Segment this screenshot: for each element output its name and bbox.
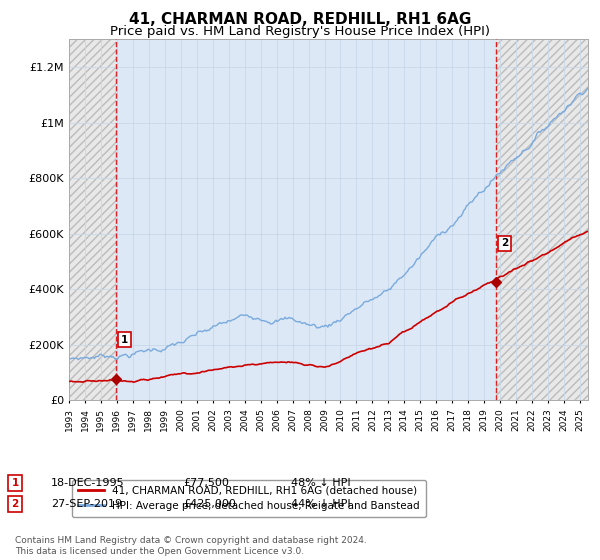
Text: 1: 1 [121, 335, 128, 345]
Legend: 41, CHARMAN ROAD, REDHILL, RH1 6AG (detached house), HPI: Average price, detache: 41, CHARMAN ROAD, REDHILL, RH1 6AG (deta… [71, 480, 426, 517]
Text: 48% ↓ HPI: 48% ↓ HPI [291, 478, 350, 488]
Text: 1: 1 [11, 478, 19, 488]
Text: 44% ↓ HPI: 44% ↓ HPI [291, 499, 350, 509]
Text: 41, CHARMAN ROAD, REDHILL, RH1 6AG: 41, CHARMAN ROAD, REDHILL, RH1 6AG [129, 12, 471, 27]
Text: £425,000: £425,000 [183, 499, 236, 509]
Text: Contains HM Land Registry data © Crown copyright and database right 2024.
This d: Contains HM Land Registry data © Crown c… [15, 536, 367, 556]
Text: £77,500: £77,500 [183, 478, 229, 488]
Bar [496, 39, 588, 400]
Text: 2: 2 [11, 499, 19, 509]
Text: 18-DEC-1995: 18-DEC-1995 [51, 478, 125, 488]
Text: Price paid vs. HM Land Registry's House Price Index (HPI): Price paid vs. HM Land Registry's House … [110, 25, 490, 38]
Bar [69, 39, 116, 400]
Text: 2: 2 [501, 238, 508, 248]
Text: 27-SEP-2019: 27-SEP-2019 [51, 499, 122, 509]
